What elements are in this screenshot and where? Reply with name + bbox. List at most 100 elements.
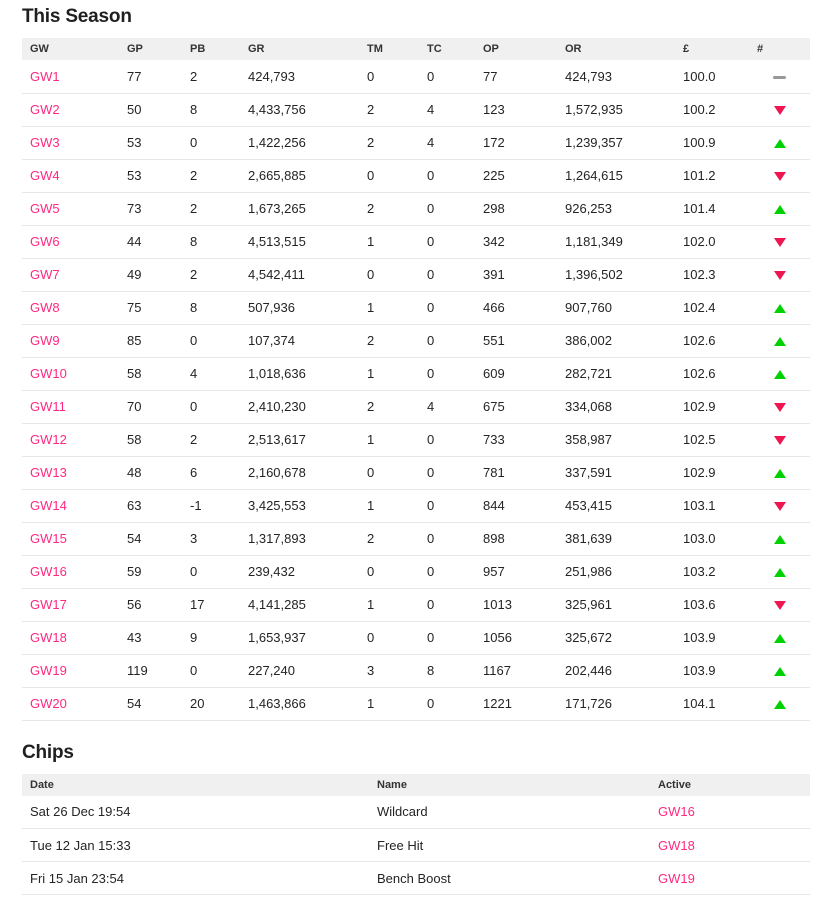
gameweek-link[interactable]: GW13 <box>30 465 67 480</box>
column-header-tc: TC <box>419 38 475 60</box>
team-value-cell: 103.9 <box>675 654 749 688</box>
overall-points-cell: 781 <box>475 456 557 490</box>
gameweek-link[interactable]: GW17 <box>30 597 67 612</box>
season-table-row: GW19 119 0 227,240 3 8 1167 202,446 103.… <box>22 654 810 688</box>
column-header-active: Active <box>650 773 810 796</box>
team-value-cell: 100.9 <box>675 126 749 160</box>
team-value-cell: 103.2 <box>675 555 749 589</box>
gameweek-points-cell: 53 <box>119 126 182 160</box>
gameweek-link[interactable]: GW10 <box>30 366 67 381</box>
column-header-op: OP <box>475 38 557 60</box>
gameweek-points-cell: 75 <box>119 291 182 325</box>
season-table-row: GW18 43 9 1,653,937 0 0 1056 325,672 103… <box>22 621 810 655</box>
transfers-cost-cell: 4 <box>419 390 475 424</box>
rank-down-icon <box>773 502 786 512</box>
transfers-cost-cell: 4 <box>419 93 475 127</box>
overall-points-cell: 342 <box>475 225 557 259</box>
transfers-made-cell: 1 <box>359 687 419 721</box>
gameweek-link[interactable]: GW5 <box>30 201 60 216</box>
points-on-bench-cell: 20 <box>182 687 240 721</box>
season-table-body: GW1 77 2 424,793 0 0 77 424,793 100.0 GW… <box>22 60 810 721</box>
transfers-cost-cell: 0 <box>419 588 475 622</box>
gameweek-link[interactable]: GW3 <box>30 135 60 150</box>
transfers-made-cell: 2 <box>359 522 419 556</box>
overall-points-cell: 225 <box>475 159 557 193</box>
season-table-row: GW6 44 8 4,513,515 1 0 342 1,181,349 102… <box>22 225 810 259</box>
transfers-made-cell: 0 <box>359 555 419 589</box>
gameweek-link[interactable]: GW18 <box>30 630 67 645</box>
transfers-made-cell: 3 <box>359 654 419 688</box>
chip-active-gameweek-link[interactable]: GW18 <box>658 837 695 853</box>
gameweek-rank-cell: 507,936 <box>240 291 359 325</box>
rank-movement-cell <box>749 192 810 226</box>
gameweek-link[interactable]: GW2 <box>30 102 60 117</box>
transfers-made-cell: 1 <box>359 423 419 457</box>
overall-rank-cell: 926,253 <box>557 192 675 226</box>
points-on-bench-cell: 17 <box>182 588 240 622</box>
rank-up-icon <box>773 700 786 710</box>
rank-down-icon <box>773 601 786 611</box>
gameweek-points-cell: 54 <box>119 522 182 556</box>
gameweek-link[interactable]: GW16 <box>30 564 67 579</box>
season-table: GW GP PB GR TM TC OP OR £ # GW1 77 2 424… <box>22 38 810 721</box>
overall-points-cell: 391 <box>475 258 557 292</box>
rank-up-icon <box>773 337 786 347</box>
gameweek-link[interactable]: GW15 <box>30 531 67 546</box>
gameweek-link[interactable]: GW19 <box>30 663 67 678</box>
chips-table-body: Sat 26 Dec 19:54 Wildcard GW16 Tue 12 Ja… <box>22 795 810 895</box>
gameweek-link[interactable]: GW7 <box>30 267 60 282</box>
gameweek-link[interactable]: GW20 <box>30 696 67 711</box>
transfers-made-cell: 2 <box>359 324 419 358</box>
team-value-cell: 103.6 <box>675 588 749 622</box>
transfers-cost-cell: 0 <box>419 60 475 94</box>
column-header-value: £ <box>675 38 749 60</box>
season-section-title: This Season <box>22 6 132 27</box>
overall-rank-cell: 381,639 <box>557 522 675 556</box>
gameweek-link[interactable]: GW1 <box>30 68 60 84</box>
overall-points-cell: 733 <box>475 423 557 457</box>
overall-points-cell: 77 <box>475 60 557 94</box>
rank-movement-cell <box>749 126 810 160</box>
column-header-tm: TM <box>359 38 419 60</box>
gameweek-link[interactable]: GW14 <box>30 498 67 513</box>
gameweek-link[interactable]: GW11 <box>30 399 66 414</box>
points-on-bench-cell: 8 <box>182 225 240 259</box>
gameweek-points-cell: 63 <box>119 489 182 523</box>
gameweek-link[interactable]: GW12 <box>30 432 67 447</box>
gameweek-points-cell: 53 <box>119 159 182 193</box>
season-table-row: GW1 77 2 424,793 0 0 77 424,793 100.0 <box>22 60 810 94</box>
overall-points-cell: 898 <box>475 522 557 556</box>
gameweek-link[interactable]: GW9 <box>30 333 60 348</box>
rank-up-icon <box>773 205 786 215</box>
gameweek-points-cell: 44 <box>119 225 182 259</box>
gameweek-points-cell: 58 <box>119 357 182 391</box>
chip-active-gameweek-link[interactable]: GW16 <box>658 804 695 820</box>
season-table-row: GW16 59 0 239,432 0 0 957 251,986 103.2 <box>22 555 810 589</box>
gameweek-rank-cell: 4,513,515 <box>240 225 359 259</box>
overall-rank-cell: 202,446 <box>557 654 675 688</box>
rank-up-icon <box>773 568 786 578</box>
overall-points-cell: 298 <box>475 192 557 226</box>
gameweek-link[interactable]: GW4 <box>30 168 60 183</box>
rank-movement-cell <box>749 621 810 655</box>
gameweek-link[interactable]: GW6 <box>30 234 60 249</box>
gameweek-points-cell: 56 <box>119 588 182 622</box>
points-on-bench-cell: 8 <box>182 291 240 325</box>
gameweek-rank-cell: 2,665,885 <box>240 159 359 193</box>
overall-rank-cell: 1,396,502 <box>557 258 675 292</box>
overall-rank-cell: 907,760 <box>557 291 675 325</box>
season-table-row: GW12 58 2 2,513,617 1 0 733 358,987 102.… <box>22 423 810 457</box>
team-value-cell: 102.4 <box>675 291 749 325</box>
gameweek-link[interactable]: GW8 <box>30 300 60 315</box>
transfers-cost-cell: 0 <box>419 357 475 391</box>
chips-table: Date Name Active Sat 26 Dec 19:54 Wildca… <box>22 773 810 895</box>
team-value-cell: 102.9 <box>675 390 749 424</box>
overall-rank-cell: 334,068 <box>557 390 675 424</box>
transfers-made-cell: 1 <box>359 225 419 259</box>
rank-movement-cell <box>749 423 810 457</box>
season-table-row: GW11 70 0 2,410,230 2 4 675 334,068 102.… <box>22 390 810 424</box>
team-value-cell: 101.4 <box>675 192 749 226</box>
gameweek-rank-cell: 4,433,756 <box>240 93 359 127</box>
transfers-cost-cell: 0 <box>419 456 475 490</box>
chip-active-gameweek-link[interactable]: GW19 <box>658 870 695 886</box>
